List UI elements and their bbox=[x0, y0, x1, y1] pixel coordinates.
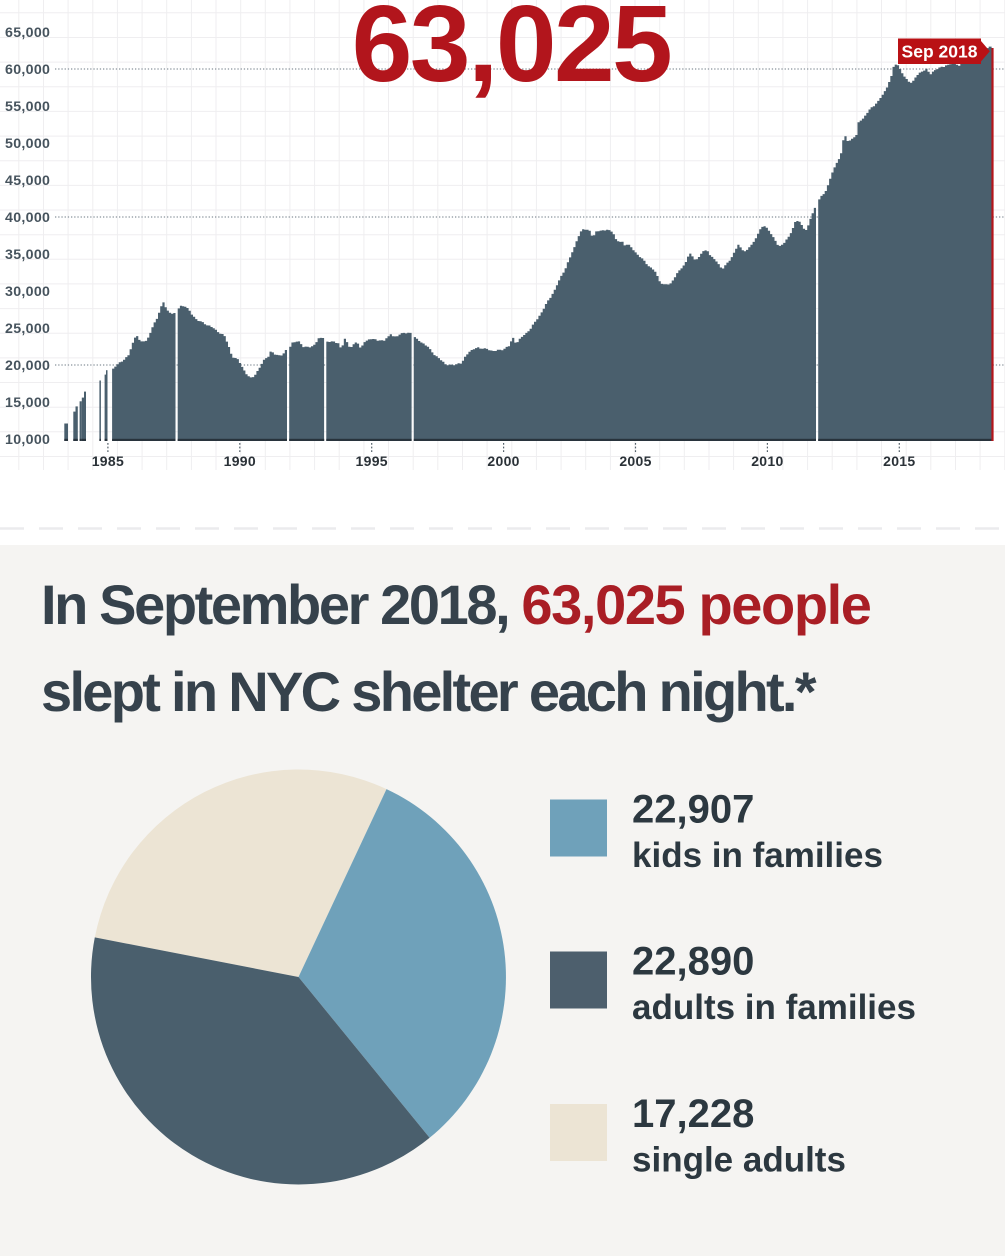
svg-text:In September 2018, 63,025 peop: In September 2018, 63,025 people bbox=[41, 573, 871, 636]
svg-text:20,000: 20,000 bbox=[5, 358, 50, 374]
svg-text:35,000: 35,000 bbox=[5, 247, 50, 263]
svg-text:30,000: 30,000 bbox=[5, 284, 50, 300]
svg-text:1985: 1985 bbox=[92, 453, 124, 469]
svg-text:Sep 2018: Sep 2018 bbox=[902, 42, 978, 62]
svg-text:50,000: 50,000 bbox=[5, 136, 50, 152]
svg-text:adults in families: adults in families bbox=[632, 988, 916, 1027]
svg-text:40,000: 40,000 bbox=[5, 210, 50, 226]
svg-text:single adults: single adults bbox=[632, 1141, 846, 1180]
svg-text:kids in families: kids in families bbox=[632, 836, 883, 875]
svg-text:15,000: 15,000 bbox=[5, 395, 50, 411]
svg-text:1990: 1990 bbox=[224, 453, 256, 469]
svg-text:2015: 2015 bbox=[883, 453, 915, 469]
svg-text:17,228: 17,228 bbox=[632, 1092, 754, 1136]
svg-text:10,000: 10,000 bbox=[5, 432, 50, 448]
svg-text:60,000: 60,000 bbox=[5, 62, 50, 78]
svg-text:1995: 1995 bbox=[356, 453, 388, 469]
svg-text:2005: 2005 bbox=[619, 453, 651, 469]
svg-text:65,000: 65,000 bbox=[5, 25, 50, 41]
svg-text:45,000: 45,000 bbox=[5, 173, 50, 189]
svg-text:22,890: 22,890 bbox=[632, 940, 754, 984]
svg-text:22,907: 22,907 bbox=[632, 788, 754, 832]
svg-text:2000: 2000 bbox=[487, 453, 519, 469]
svg-text:55,000: 55,000 bbox=[5, 99, 50, 115]
svg-text:slept in NYC shelter each nigh: slept in NYC shelter each night.* bbox=[41, 660, 817, 723]
svg-text:63,025: 63,025 bbox=[352, 0, 670, 105]
svg-text:25,000: 25,000 bbox=[5, 321, 50, 337]
svg-text:2010: 2010 bbox=[751, 453, 783, 469]
